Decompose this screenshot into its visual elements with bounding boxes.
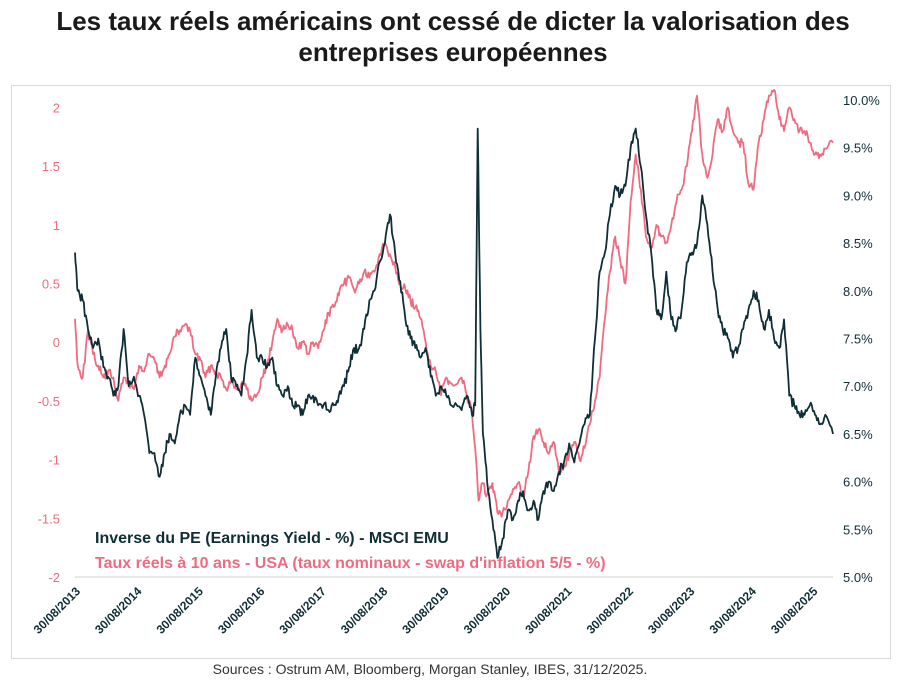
series-line-earnings-yield: [74, 127, 834, 559]
right-tick-label: 7.0%: [843, 379, 873, 394]
left-tick-label: -1.5: [38, 511, 60, 526]
chart-title: Les taux réels américains ont cessé de d…: [0, 6, 906, 68]
chart-title-line1: Les taux réels américains ont cessé de d…: [56, 6, 850, 36]
legend-real-rates: Taux réels à 10 ans - USA (taux nominaux…: [95, 555, 606, 572]
x-tick-label: 30/08/2019: [399, 584, 452, 637]
left-tick-label: 0.5: [42, 277, 60, 292]
x-tick-label: 30/08/2024: [707, 584, 760, 637]
right-tick-label: 8.5%: [843, 236, 873, 251]
x-tick-label: 30/08/2018: [338, 584, 391, 637]
chart-frame: [11, 85, 891, 659]
left-tick-label: -0.5: [38, 394, 60, 409]
right-tick-label: 6.5%: [843, 427, 873, 442]
left-tick-label: 0: [53, 335, 60, 350]
left-tick-label: 1: [53, 218, 60, 233]
source-note: Sources : Ostrum AM, Bloomberg, Morgan S…: [212, 661, 648, 677]
left-tick-label: 1.5: [42, 159, 60, 174]
x-tick-label: 30/08/2015: [154, 584, 207, 637]
x-tick-label: 30/08/2016: [215, 584, 268, 637]
x-tick-label: 30/08/2021: [522, 584, 575, 637]
left-tick-label: 2: [53, 100, 60, 115]
right-tick-label: 9.5%: [843, 141, 873, 156]
chart-title-line2: entreprises européennes: [298, 37, 608, 67]
x-tick-label: 30/08/2025: [768, 584, 821, 637]
right-tick-label: 8.0%: [843, 284, 873, 299]
right-tick-label: 7.5%: [843, 332, 873, 347]
right-tick-label: 5.0%: [843, 570, 873, 585]
x-tick-label: 30/08/2014: [92, 584, 145, 637]
right-axis: 5.0% 5.5% 6.0% 6.5% 7.0% 7.5% 8.0% 8.5% 9.0% 9.5%…: [843, 93, 880, 585]
x-tick-label: 30/08/2017: [277, 584, 330, 637]
left-tick-label: -1: [48, 453, 60, 468]
x-tick-label: 30/08/2022: [584, 584, 637, 637]
x-axis: 30/08/2013 30/08/2014 30/08/2015 30/08/2016…: [31, 584, 821, 637]
x-tick-label: 30/08/2023: [645, 584, 698, 637]
x-tick-label: 30/08/2013: [31, 584, 84, 637]
series-line-real-rates: [74, 89, 834, 518]
x-tick-label: 30/08/2020: [461, 584, 514, 637]
series-lines: [74, 89, 834, 559]
right-tick-label: 6.0%: [843, 475, 873, 490]
right-tick-label: 9.0%: [843, 188, 873, 203]
left-tick-label: -2: [48, 570, 60, 585]
left-axis: -2 -1.5 -1 -0.5 0 0.5 1 1.5 2: [38, 100, 60, 585]
right-tick-label: 10.0%: [843, 93, 880, 108]
legend-earnings-yield: Inverse du PE (Earnings Yield - %) - MSC…: [95, 530, 449, 547]
right-tick-label: 5.5%: [843, 522, 873, 537]
